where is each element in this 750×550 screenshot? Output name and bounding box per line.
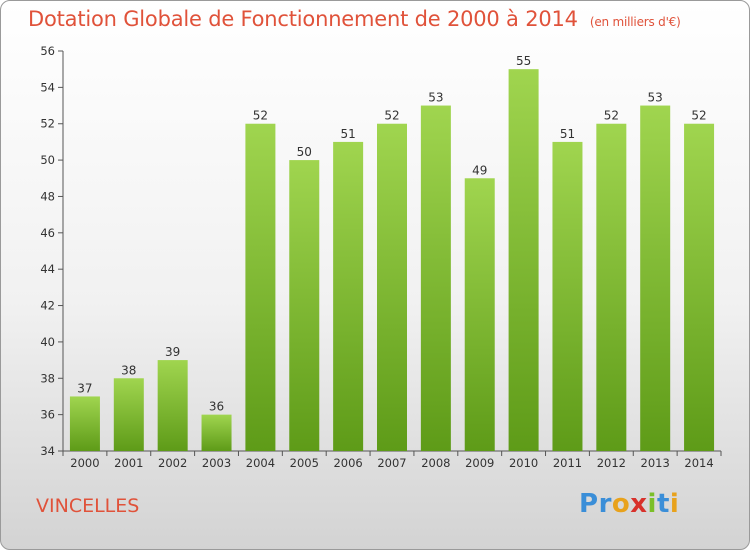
x-tick-label-2001: 2001 xyxy=(114,456,143,470)
chart-unit: (en milliers d'€) xyxy=(589,15,681,29)
x-tick-label-2010: 2010 xyxy=(509,456,538,470)
logo-letter: i xyxy=(669,489,680,519)
x-tick-label-2003: 2003 xyxy=(202,456,231,470)
x-tick-label-2009: 2009 xyxy=(465,456,494,470)
bar-2002 xyxy=(157,360,188,451)
bar-2003 xyxy=(201,414,232,451)
bar-2014 xyxy=(684,123,715,452)
x-tick-label-2007: 2007 xyxy=(377,456,406,470)
bar-2013 xyxy=(640,105,671,451)
x-tick-label-2002: 2002 xyxy=(158,456,187,470)
y-tick-label: 48 xyxy=(40,189,55,203)
logo-letter: o xyxy=(611,489,631,519)
x-tick-label-2012: 2012 xyxy=(597,456,626,470)
data-label-2011: 51 xyxy=(560,127,575,141)
proxiti-logo: Proxiti xyxy=(579,489,679,519)
bar-2008 xyxy=(420,105,451,451)
data-label-2009: 49 xyxy=(472,163,487,177)
logo-letter: i xyxy=(647,489,657,519)
bar-2009 xyxy=(464,178,495,452)
bar-2004 xyxy=(245,123,276,452)
data-label-2012: 52 xyxy=(604,109,619,123)
y-tick-label: 46 xyxy=(40,226,55,240)
data-label-2006: 51 xyxy=(340,127,355,141)
commune-name: VINCELLES xyxy=(36,495,140,517)
data-label-2002: 39 xyxy=(165,345,180,359)
data-label-2013: 53 xyxy=(648,91,663,105)
bar-2000 xyxy=(69,396,100,451)
bars xyxy=(69,69,715,452)
axes: 34 36 38 40 42 44 46 48 50 52 54 56 2000 2001 2002 2003… xyxy=(40,44,722,470)
y-tick-label: 38 xyxy=(40,371,55,385)
data-label-2014: 52 xyxy=(691,109,706,123)
x-tick-label-2011: 2011 xyxy=(553,456,582,470)
bar-2001 xyxy=(113,378,144,451)
y-tick-label: 54 xyxy=(40,80,55,94)
chart-title-text: Dotation Globale de Fonctionnement de 20… xyxy=(28,7,578,31)
x-tick-label-2004: 2004 xyxy=(246,456,275,470)
y-tick-label: 44 xyxy=(40,262,55,276)
bar-2012 xyxy=(596,123,627,452)
x-tick-label-2014: 2014 xyxy=(684,456,713,470)
data-label-2008: 53 xyxy=(428,91,443,105)
x-tick-label-2008: 2008 xyxy=(421,456,450,470)
data-labels: 37 38 39 36 52 50 51 52 53 49 55 51 52 53 52 xyxy=(77,54,706,413)
bar-2010 xyxy=(508,69,539,451)
logo-letter: P xyxy=(579,489,599,519)
data-label-2005: 50 xyxy=(297,145,312,159)
data-label-2003: 36 xyxy=(209,400,224,414)
chart-title: Dotation Globale de Fonctionnement de 20… xyxy=(28,7,681,31)
bar-2005 xyxy=(289,160,320,451)
bar-2011 xyxy=(552,141,583,451)
y-tick-label: 42 xyxy=(40,299,55,313)
x-tick-label-2006: 2006 xyxy=(333,456,362,470)
logo-letter: x xyxy=(630,489,648,519)
y-tick-label: 50 xyxy=(40,153,55,167)
y-tick-label: 40 xyxy=(40,335,55,349)
y-tick-label: 34 xyxy=(40,444,55,458)
data-label-2001: 38 xyxy=(121,363,136,377)
x-tick-label-2013: 2013 xyxy=(641,456,670,470)
logo-letter: r xyxy=(598,489,612,519)
bar-2006 xyxy=(333,141,364,451)
data-label-2000: 37 xyxy=(77,381,92,395)
y-tick-label: 36 xyxy=(40,408,55,422)
bar-2007 xyxy=(377,123,407,452)
data-label-2007: 52 xyxy=(384,109,399,123)
y-tick-label: 56 xyxy=(40,44,55,58)
x-tick-label-2005: 2005 xyxy=(290,456,319,470)
data-label-2010: 55 xyxy=(516,54,531,68)
x-tick-label-2000: 2000 xyxy=(70,456,99,470)
y-tick-label: 52 xyxy=(40,117,55,131)
data-label-2004: 52 xyxy=(253,109,268,123)
logo-letter: t xyxy=(656,489,670,519)
